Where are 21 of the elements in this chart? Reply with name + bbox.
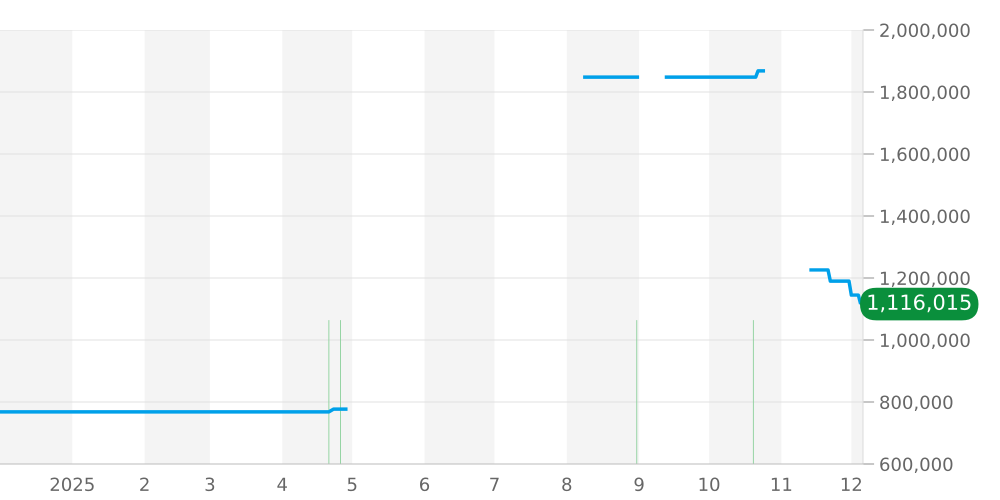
annotation: 1,116,015	[868, 294, 970, 312]
y-tick-label: 600,000	[880, 457, 952, 473]
x-tick-label: 2	[140, 478, 149, 491]
x-tick-label: 5	[348, 478, 356, 492]
x-tick-label: 7	[490, 478, 499, 491]
y-tick-label: 2,000,000	[880, 23, 970, 39]
x-tick-label: 11	[772, 478, 792, 491]
y-tick-label: 1,600,000	[880, 147, 970, 163]
y-tick-label: 1,000,000	[880, 333, 970, 349]
x-tick-label: 4	[277, 478, 287, 491]
x-tick-label: 6	[420, 478, 430, 492]
y-tick-label: 1,800,000	[880, 85, 970, 101]
x-tick-label: 10	[700, 478, 720, 492]
x-tick-label: 2025	[50, 478, 94, 492]
y-tick-label: 1,200,000	[880, 271, 970, 287]
x-tick-label: 8	[562, 478, 572, 492]
y-tick-label: 1,400,000	[880, 209, 970, 225]
x-tick-label: 3	[206, 478, 214, 492]
y-tick-label: 800,000	[880, 395, 952, 411]
x-tick-label: 12	[842, 478, 862, 491]
x-tick-label: 9	[634, 478, 644, 492]
